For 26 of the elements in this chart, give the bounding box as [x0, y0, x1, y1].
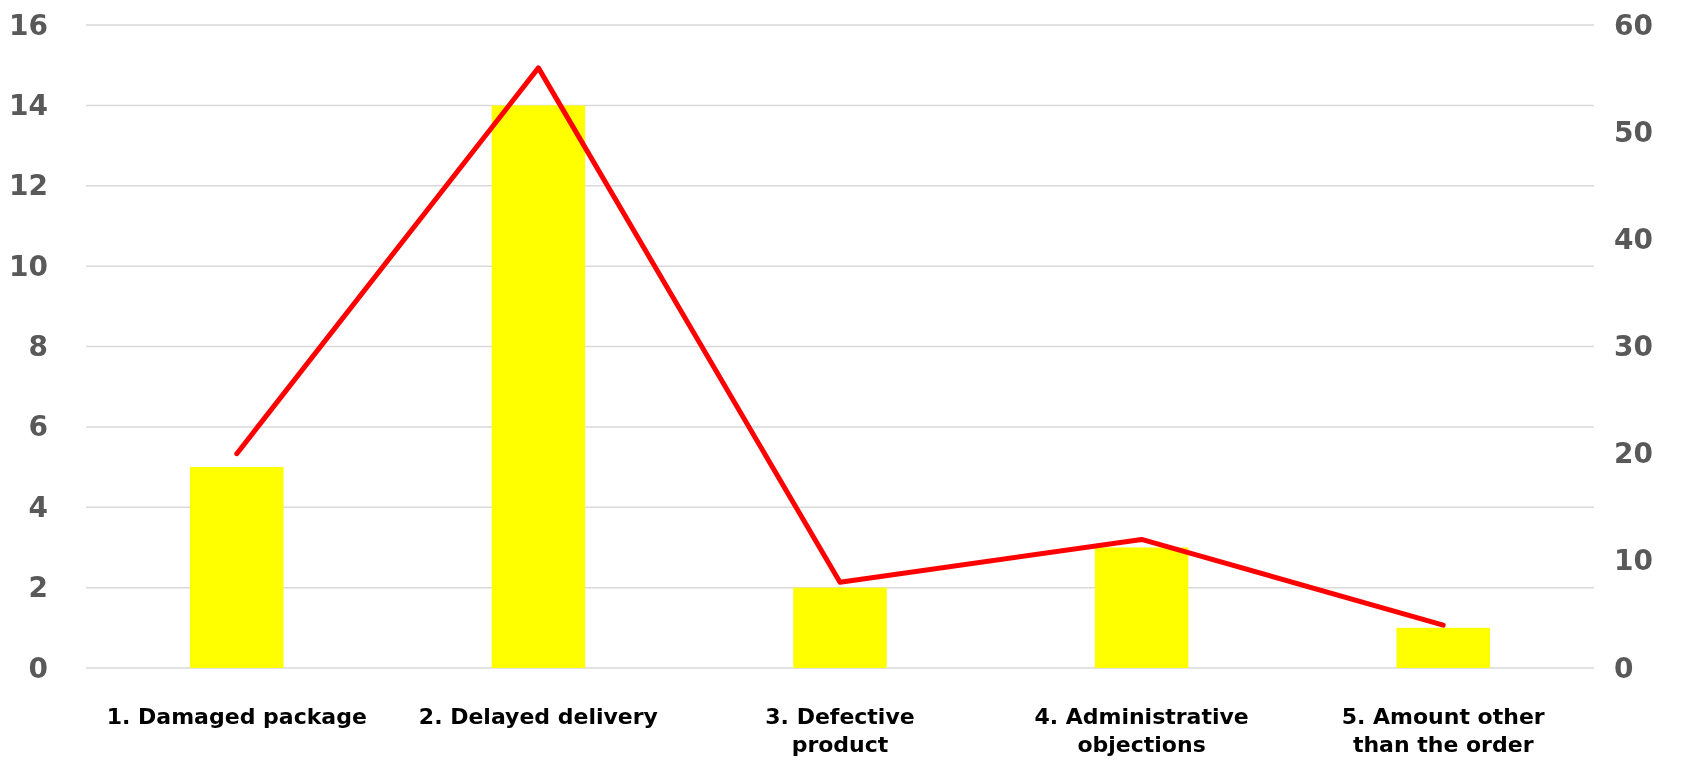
- x-tick-label: 4. Administrative objections: [1034, 704, 1249, 757]
- x-tick-label: 1. Damaged package: [106, 704, 367, 729]
- y-tick-label: 2: [28, 571, 48, 605]
- y2-tick-label: 50: [1614, 115, 1653, 149]
- bar: [1396, 627, 1490, 668]
- y-tick-label: 10: [9, 249, 48, 283]
- y-tick-label: 4: [28, 490, 48, 524]
- bar: [491, 105, 586, 668]
- y2-tick-label: 10: [1614, 544, 1653, 578]
- x-tick-label: 3. Defective product: [765, 704, 915, 757]
- y-tick-label: 0: [28, 651, 48, 685]
- y-tick-label: 12: [9, 169, 48, 203]
- y2-tick-label: 40: [1614, 222, 1653, 256]
- bar: [793, 587, 887, 668]
- bar: [1094, 547, 1189, 668]
- y2-tick-label: 60: [1614, 8, 1653, 42]
- bar: [190, 467, 284, 668]
- x-tick-label: 2. Delayed delivery: [418, 704, 658, 729]
- y-tick-label: 6: [28, 410, 48, 444]
- y2-tick-label: 0: [1614, 651, 1634, 685]
- x-tick-label: 5. Amount other than the order: [1341, 704, 1545, 757]
- y2-tick-label: 20: [1614, 437, 1653, 471]
- y-tick-label: 16: [9, 8, 48, 42]
- y2-tick-label: 30: [1614, 330, 1653, 363]
- y-tick-label: 8: [28, 330, 48, 363]
- y-tick-label: 14: [9, 88, 48, 122]
